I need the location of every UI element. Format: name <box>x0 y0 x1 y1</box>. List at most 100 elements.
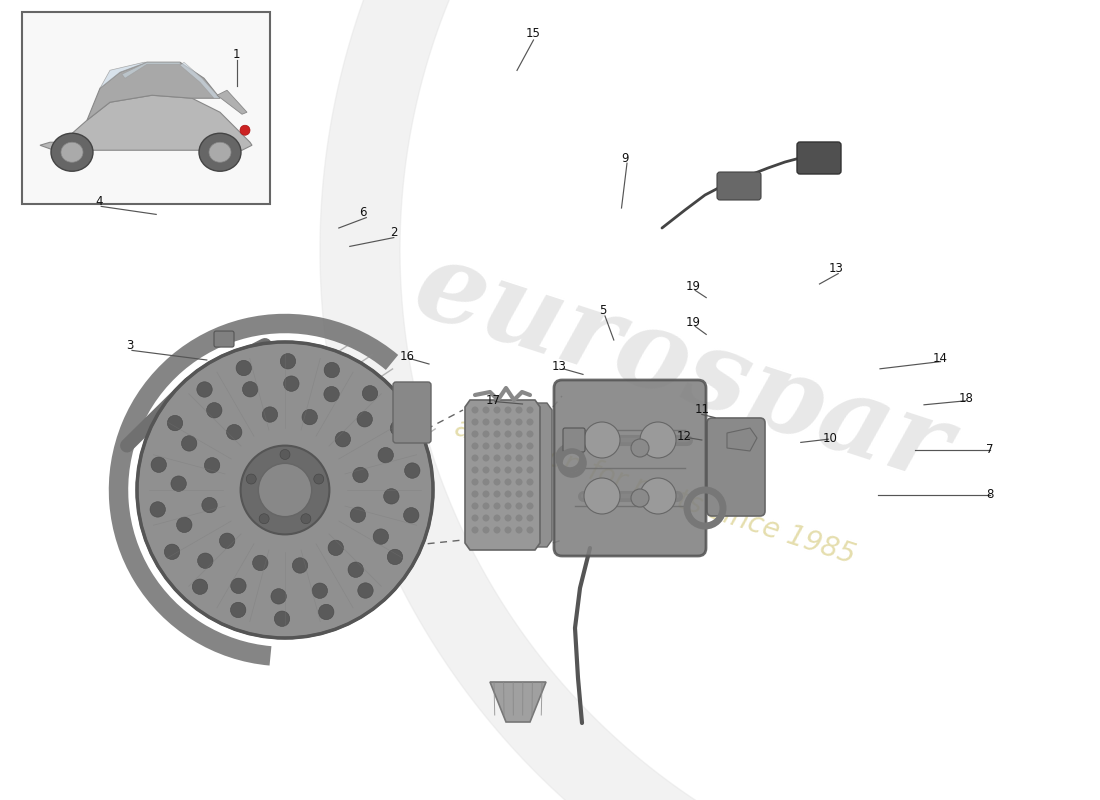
Polygon shape <box>180 62 220 98</box>
Circle shape <box>527 454 534 462</box>
Circle shape <box>319 604 334 620</box>
Circle shape <box>241 446 329 534</box>
Text: 4: 4 <box>96 195 102 208</box>
Circle shape <box>373 529 388 544</box>
Circle shape <box>280 450 290 459</box>
Circle shape <box>472 430 478 438</box>
Circle shape <box>494 406 501 414</box>
Polygon shape <box>122 62 180 78</box>
Circle shape <box>404 507 419 523</box>
Circle shape <box>353 467 369 482</box>
Text: 8: 8 <box>987 488 993 501</box>
Circle shape <box>516 430 522 438</box>
Circle shape <box>494 418 501 426</box>
Circle shape <box>527 514 534 522</box>
Circle shape <box>280 354 296 369</box>
Circle shape <box>584 422 620 458</box>
Circle shape <box>207 402 222 418</box>
Circle shape <box>584 478 620 514</box>
Polygon shape <box>727 428 757 451</box>
Circle shape <box>167 415 183 430</box>
Circle shape <box>260 514 270 524</box>
Circle shape <box>472 514 478 522</box>
Circle shape <box>314 474 323 484</box>
Text: a passion for parts since 1985: a passion for parts since 1985 <box>451 414 858 570</box>
Circle shape <box>516 418 522 426</box>
Text: 18: 18 <box>958 392 974 405</box>
Circle shape <box>164 544 179 559</box>
Circle shape <box>242 382 257 397</box>
Circle shape <box>472 466 478 474</box>
Circle shape <box>631 489 649 507</box>
Ellipse shape <box>209 142 231 162</box>
Circle shape <box>483 406 490 414</box>
Circle shape <box>246 474 256 484</box>
Circle shape <box>138 342 433 638</box>
Circle shape <box>472 418 478 426</box>
FancyBboxPatch shape <box>707 418 764 516</box>
Circle shape <box>483 526 490 534</box>
Text: 13: 13 <box>828 262 844 274</box>
Polygon shape <box>100 62 147 88</box>
Circle shape <box>494 514 501 522</box>
Bar <box>22 12 270 204</box>
Circle shape <box>170 476 186 491</box>
Circle shape <box>494 442 501 450</box>
Circle shape <box>192 579 208 594</box>
Text: 14: 14 <box>933 352 948 365</box>
Text: 13: 13 <box>551 360 566 373</box>
FancyBboxPatch shape <box>798 142 842 174</box>
Circle shape <box>323 386 339 402</box>
Polygon shape <box>490 682 546 722</box>
Circle shape <box>483 502 490 510</box>
Circle shape <box>483 490 490 498</box>
Text: 19: 19 <box>685 280 701 293</box>
Circle shape <box>494 466 501 474</box>
Circle shape <box>505 430 512 438</box>
Circle shape <box>150 502 165 517</box>
Text: 19: 19 <box>685 316 701 329</box>
Circle shape <box>182 436 197 451</box>
Circle shape <box>258 463 311 517</box>
Circle shape <box>527 418 534 426</box>
Ellipse shape <box>60 142 82 162</box>
Circle shape <box>227 425 242 440</box>
Circle shape <box>640 422 676 458</box>
Circle shape <box>387 550 403 565</box>
Circle shape <box>516 466 522 474</box>
Polygon shape <box>40 95 252 150</box>
Text: 6: 6 <box>360 206 366 218</box>
Circle shape <box>516 490 522 498</box>
FancyBboxPatch shape <box>563 428 585 452</box>
Circle shape <box>302 410 318 425</box>
FancyBboxPatch shape <box>554 380 706 556</box>
Circle shape <box>358 411 373 427</box>
Circle shape <box>494 526 501 534</box>
Text: 7: 7 <box>987 443 993 456</box>
Circle shape <box>177 517 192 533</box>
Text: eurospar: eurospar <box>402 231 962 505</box>
Circle shape <box>505 442 512 450</box>
Circle shape <box>483 478 490 486</box>
Text: 11: 11 <box>694 403 710 416</box>
Circle shape <box>271 589 286 604</box>
Circle shape <box>631 439 649 457</box>
Circle shape <box>505 454 512 462</box>
Circle shape <box>205 458 220 473</box>
Circle shape <box>472 502 478 510</box>
Circle shape <box>201 498 217 513</box>
Circle shape <box>197 382 212 397</box>
Circle shape <box>293 558 308 573</box>
FancyBboxPatch shape <box>214 331 234 347</box>
Circle shape <box>384 489 399 504</box>
Circle shape <box>483 442 490 450</box>
Circle shape <box>284 376 299 391</box>
Polygon shape <box>320 0 889 800</box>
Circle shape <box>516 478 522 486</box>
Circle shape <box>494 502 501 510</box>
Circle shape <box>324 362 340 378</box>
Circle shape <box>483 418 490 426</box>
Polygon shape <box>87 62 220 120</box>
Circle shape <box>527 526 534 534</box>
Circle shape <box>505 502 512 510</box>
